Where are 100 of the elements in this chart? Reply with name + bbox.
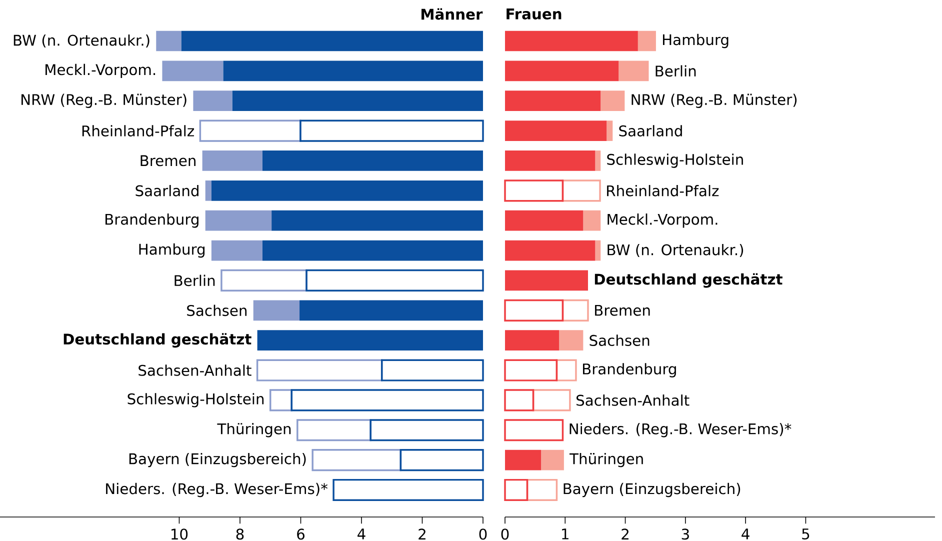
category-label: BW (n. Ortenaukr.) bbox=[608, 244, 744, 258]
x-tick-label: 0 bbox=[501, 528, 509, 540]
bar bbox=[205, 180, 212, 201]
bar bbox=[505, 240, 596, 261]
category-label: Bremen bbox=[140, 155, 196, 166]
category-label: Schleswig-Holstein bbox=[128, 393, 264, 408]
category-label: Bayern (Einzugsbereich) bbox=[564, 482, 740, 498]
bar bbox=[202, 150, 262, 171]
category-label: Deutschland geschätzt bbox=[64, 333, 252, 348]
bar bbox=[504, 419, 564, 442]
bar bbox=[290, 389, 484, 412]
x-tick-label: 1 bbox=[562, 528, 568, 540]
bar bbox=[504, 359, 558, 382]
category-label: NRW (Reg.-B. Münster) bbox=[21, 94, 186, 108]
category-label: Meckl.-Vorpom. bbox=[46, 64, 156, 78]
bar bbox=[505, 120, 607, 141]
category-label: Saarland bbox=[619, 125, 682, 136]
bar bbox=[193, 90, 232, 112]
category-label: Deutschland geschätzt bbox=[594, 273, 782, 288]
category-label: Hamburg bbox=[139, 243, 204, 258]
category-label: Saarland bbox=[136, 184, 198, 196]
category-label: Berlin bbox=[656, 65, 696, 77]
category-label: Sachsen bbox=[590, 334, 650, 346]
bar bbox=[595, 150, 601, 171]
bar bbox=[232, 90, 484, 112]
bar bbox=[272, 210, 484, 231]
bar bbox=[306, 269, 484, 292]
bar bbox=[505, 450, 542, 470]
bar bbox=[505, 60, 619, 82]
bar bbox=[618, 60, 649, 82]
bar bbox=[312, 449, 402, 472]
x-tick-label: 10 bbox=[172, 528, 188, 540]
chart-title: Männer bbox=[422, 8, 483, 20]
bar bbox=[606, 120, 613, 141]
category-label: Hamburg bbox=[663, 34, 728, 48]
bar bbox=[181, 30, 484, 52]
bar bbox=[156, 30, 182, 52]
bar bbox=[505, 90, 601, 112]
bar bbox=[211, 240, 262, 261]
x-tick-label: 4 bbox=[742, 528, 750, 540]
bar bbox=[505, 270, 588, 291]
bar bbox=[504, 478, 528, 502]
bar bbox=[211, 180, 484, 201]
bar bbox=[505, 330, 560, 351]
bar bbox=[400, 449, 484, 472]
category-label: Brandenburg bbox=[583, 363, 676, 378]
bar bbox=[505, 210, 584, 231]
category-label: Bremen bbox=[595, 304, 650, 316]
x-tick-label: 2 bbox=[622, 528, 628, 540]
category-label: NRW (Reg.-B. Münster) bbox=[632, 94, 797, 108]
bar bbox=[296, 419, 372, 442]
bar bbox=[370, 419, 484, 442]
bar bbox=[504, 180, 564, 202]
bar bbox=[559, 330, 584, 351]
x-tick-label: 5 bbox=[802, 528, 810, 540]
bar bbox=[257, 330, 484, 351]
bar bbox=[504, 389, 534, 412]
bar bbox=[199, 120, 302, 142]
category-label: Thüringen bbox=[570, 452, 643, 468]
category-label: Brandenburg bbox=[106, 213, 198, 228]
category-label: Sachsen-Anhalt bbox=[576, 394, 690, 406]
category-label: Berlin bbox=[174, 274, 215, 286]
category-label: Sachsen bbox=[187, 304, 247, 316]
category-label: Nieders. (Reg.-B. Weser-Ems)* bbox=[570, 423, 792, 438]
bar bbox=[300, 300, 484, 321]
bar bbox=[205, 210, 272, 231]
bar bbox=[262, 150, 484, 171]
x-tick-label: 6 bbox=[297, 528, 304, 540]
bar bbox=[505, 150, 596, 171]
category-label: Rheinland-Pfalz bbox=[607, 184, 719, 196]
category-label: Rheinland-Pfalz bbox=[82, 125, 194, 136]
bar bbox=[505, 30, 638, 52]
bar bbox=[262, 240, 484, 261]
bar bbox=[223, 60, 484, 82]
chart-title: Frauen bbox=[506, 8, 562, 20]
bar bbox=[600, 90, 625, 112]
category-label: Bayern (Einzugsbereich) bbox=[129, 452, 306, 468]
x-tick-label: 8 bbox=[236, 528, 244, 540]
bar bbox=[256, 359, 383, 382]
bar bbox=[504, 299, 564, 322]
x-tick-label: 2 bbox=[418, 528, 426, 540]
bar bbox=[162, 60, 224, 82]
x-tick-label: 4 bbox=[358, 528, 366, 540]
bar bbox=[595, 240, 601, 261]
bar bbox=[332, 478, 484, 502]
bar bbox=[541, 450, 564, 470]
category-label: Thüringen bbox=[217, 423, 291, 438]
category-label: BW (n. Ortenaukr.) bbox=[14, 34, 150, 48]
bar bbox=[638, 30, 656, 52]
category-label: Sachsen-Anhalt bbox=[138, 364, 252, 376]
bar bbox=[583, 210, 601, 231]
x-tick-label: 0 bbox=[479, 528, 487, 540]
bar bbox=[220, 269, 308, 292]
category-label: Meckl.-Vorpom. bbox=[608, 213, 718, 228]
bar bbox=[380, 359, 484, 382]
category-label: Schleswig-Holstein bbox=[607, 154, 743, 168]
category-label: Nieders. (Reg.-B. Weser-Ems)* bbox=[106, 482, 328, 498]
bar bbox=[253, 300, 300, 321]
bar bbox=[300, 120, 484, 142]
x-tick-label: 3 bbox=[682, 528, 689, 540]
